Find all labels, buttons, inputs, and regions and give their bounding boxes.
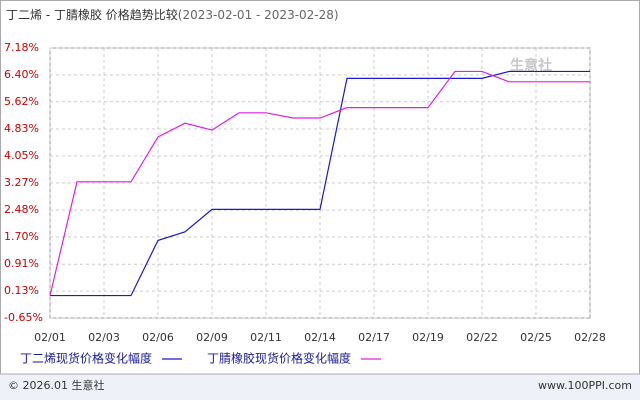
y-tick-label: 0.91% <box>4 257 39 270</box>
x-tick-label: 02/19 <box>412 331 444 344</box>
title-text: 丁二烯 - 丁腈橡胶 价格趋势比较 <box>6 7 178 22</box>
y-tick-label: 0.13% <box>4 284 39 297</box>
footer-right: www.100PPI.com <box>538 379 632 392</box>
y-tick-label: 4.83% <box>4 122 39 135</box>
legend-label: 丁腈橡胶现货价格变化幅度 <box>207 351 351 366</box>
x-tick-label: 02/14 <box>304 331 336 344</box>
y-tick-label: 1.70% <box>4 230 39 243</box>
footer-bg <box>0 374 640 400</box>
y-tick-label: 6.40% <box>4 68 39 81</box>
footer-left: © 2026.01 生意社 <box>8 378 104 392</box>
watermark: 生意社 <box>510 57 552 74</box>
y-tick-label: 3.27% <box>4 176 39 189</box>
y-tick-label: -0.65% <box>4 311 43 324</box>
x-tick-label: 02/11 <box>250 331 282 344</box>
subtitle: (2023-02-01 - 2023-02-28) <box>178 8 339 22</box>
legend-label: 丁二烯现货价格变化幅度 <box>20 351 152 366</box>
x-tick-label: 02/03 <box>88 331 120 344</box>
x-tick-label: 02/28 <box>574 331 606 344</box>
x-tick-label: 02/17 <box>358 331 390 344</box>
series-line <box>50 70 590 297</box>
y-tick-label: 2.48% <box>4 203 39 216</box>
x-tick-label: 02/09 <box>196 331 228 344</box>
x-tick-label: 02/01 <box>34 331 66 344</box>
x-tick-label: 02/25 <box>520 331 552 344</box>
series-line <box>49 70 590 296</box>
y-tick-label: 7.18% <box>4 41 39 54</box>
y-tick-label: 5.62% <box>4 95 39 108</box>
y-tick-label: 4.05% <box>4 149 39 162</box>
chart-title: 丁二烯 - 丁腈橡胶 价格趋势比较(2023-02-01 - 2023-02-2… <box>6 7 339 22</box>
x-tick-label: 02/06 <box>142 331 174 344</box>
x-tick-label: 02/22 <box>466 331 498 344</box>
